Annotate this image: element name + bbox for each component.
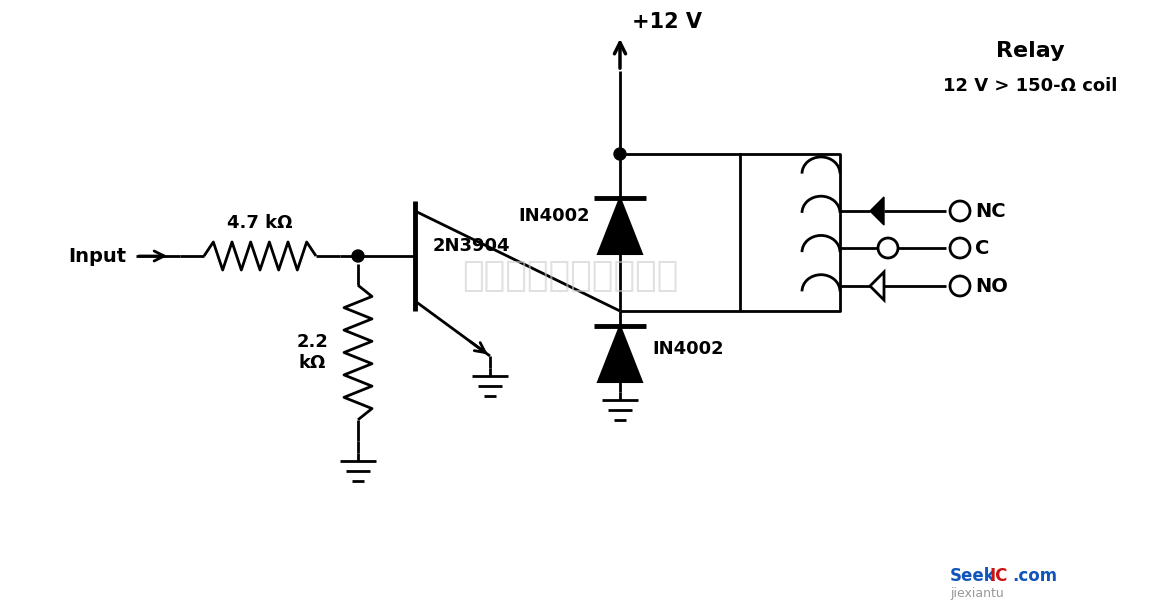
Text: Relay: Relay bbox=[996, 41, 1065, 61]
Polygon shape bbox=[598, 326, 642, 382]
Text: +12 V: +12 V bbox=[632, 12, 702, 32]
Text: IC: IC bbox=[990, 567, 1008, 585]
Polygon shape bbox=[598, 198, 642, 254]
Text: IN4002: IN4002 bbox=[519, 207, 591, 225]
Text: NC: NC bbox=[974, 201, 1006, 221]
Text: 2N3904: 2N3904 bbox=[433, 237, 511, 255]
Circle shape bbox=[352, 250, 364, 262]
Text: 杭州将睷科技有限公司: 杭州将睷科技有限公司 bbox=[461, 259, 679, 293]
Text: jiexiantu: jiexiantu bbox=[950, 588, 1004, 601]
Text: .com: .com bbox=[1012, 567, 1057, 585]
Text: NO: NO bbox=[974, 277, 1007, 296]
Text: 4.7 kΩ: 4.7 kΩ bbox=[228, 214, 292, 232]
Text: IN4002: IN4002 bbox=[652, 340, 723, 358]
Text: 12 V > 150-Ω coil: 12 V > 150-Ω coil bbox=[943, 77, 1118, 95]
Text: Seek: Seek bbox=[950, 567, 996, 585]
Polygon shape bbox=[870, 197, 884, 225]
Text: 2.2
kΩ: 2.2 kΩ bbox=[296, 333, 328, 372]
Text: Input: Input bbox=[68, 246, 126, 265]
Circle shape bbox=[614, 148, 626, 160]
Text: C: C bbox=[974, 238, 990, 257]
